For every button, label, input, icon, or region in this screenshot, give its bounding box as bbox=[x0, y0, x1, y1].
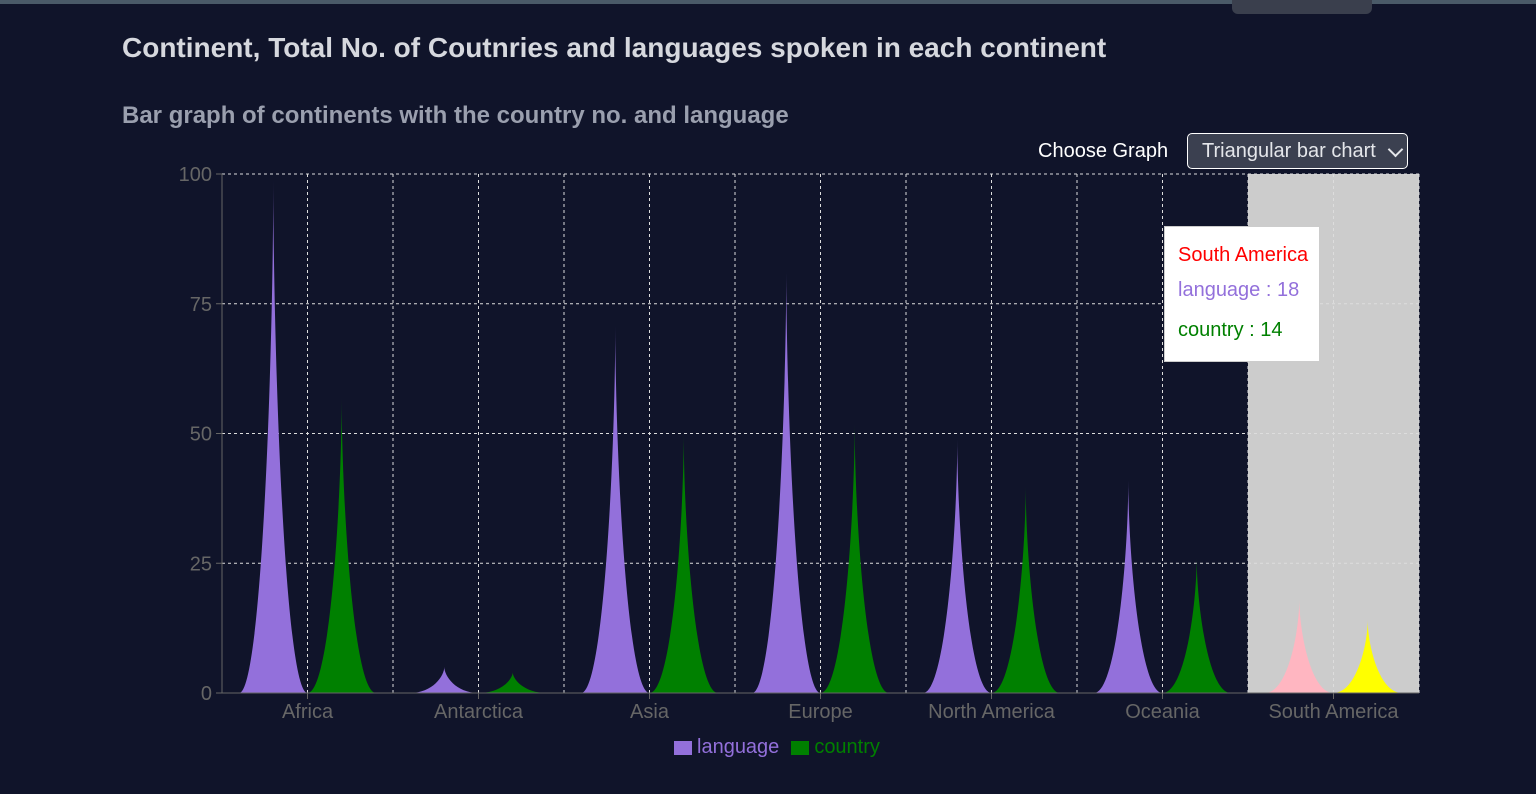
y-tick-label: 0 bbox=[201, 683, 212, 705]
legend-swatch bbox=[791, 740, 810, 755]
y-tick-label: 100 bbox=[179, 164, 212, 186]
y-tick-label: 25 bbox=[190, 553, 212, 575]
chart-tooltip: South America language : 18 country : 14 bbox=[1164, 226, 1320, 362]
bar-country bbox=[991, 485, 1060, 693]
top-border bbox=[0, 0, 1536, 4]
bar-language bbox=[239, 179, 308, 693]
bar-language bbox=[1265, 599, 1334, 693]
tooltip-row-language: language : 18 bbox=[1178, 279, 1300, 301]
graph-type-selected-value: Triangular bar chart bbox=[1202, 140, 1376, 162]
bar-country bbox=[478, 672, 547, 693]
bar-country bbox=[820, 423, 889, 693]
bar-country bbox=[307, 397, 376, 693]
bar-country bbox=[1162, 558, 1231, 693]
y-tick-label: 50 bbox=[190, 424, 212, 446]
chart-legend: language country bbox=[674, 736, 892, 759]
bar-language bbox=[923, 438, 992, 693]
bar-country bbox=[1333, 620, 1402, 693]
x-tick-label: Africa bbox=[282, 701, 334, 723]
bar-language bbox=[752, 267, 821, 693]
graph-type-select[interactable]: Triangular bar chart bbox=[1187, 133, 1408, 169]
bar-country bbox=[649, 433, 718, 693]
x-tick-label: North America bbox=[928, 701, 1056, 723]
page-title: Continent, Total No. of Coutnries and la… bbox=[122, 32, 1107, 63]
tooltip-title: South America bbox=[1178, 244, 1309, 266]
x-tick-label: Asia bbox=[630, 701, 670, 723]
bar-language bbox=[581, 324, 650, 693]
tooltip-row-country: country : 14 bbox=[1178, 319, 1283, 341]
chart-subtitle: Bar graph of continents with the country… bbox=[122, 102, 789, 129]
choose-graph-label: Choose Graph bbox=[1038, 140, 1169, 162]
x-tick-label: Europe bbox=[788, 701, 853, 723]
top-tab[interactable] bbox=[1232, 0, 1372, 14]
bar-language bbox=[1094, 480, 1163, 693]
legend-item-country[interactable]: country bbox=[791, 736, 880, 759]
tooltip-series-name: country bbox=[1178, 319, 1244, 341]
tooltip-series-value: 18 bbox=[1276, 279, 1300, 301]
x-tick-label: Antarctica bbox=[434, 701, 524, 723]
bar-language bbox=[410, 667, 479, 693]
legend-label: language bbox=[697, 736, 780, 758]
legend-label: country bbox=[814, 736, 880, 758]
legend-swatch bbox=[674, 740, 692, 755]
tooltip-series-value: 14 bbox=[1260, 319, 1283, 341]
tooltip-series-name: language bbox=[1178, 279, 1261, 301]
x-tick-label: Oceania bbox=[1125, 701, 1200, 723]
x-tick-label: South America bbox=[1268, 701, 1399, 723]
y-tick-label: 75 bbox=[190, 294, 212, 316]
legend-item-language[interactable]: language bbox=[674, 736, 779, 759]
